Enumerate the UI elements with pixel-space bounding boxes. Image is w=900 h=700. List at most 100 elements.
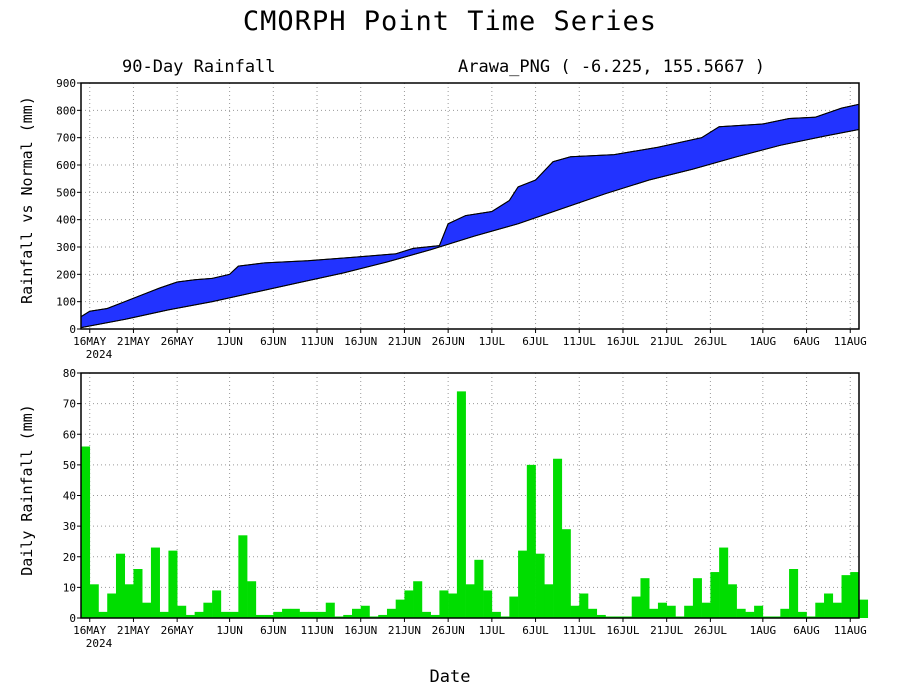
top-panel: 0 100 200 300 400 500 600 700 800 900 16MAY 21MAY 26… xyxy=(56,77,867,361)
daily-rainfall-bar xyxy=(238,535,248,618)
daily-rainfall-bar xyxy=(614,616,624,618)
daily-rainfall-bar xyxy=(124,584,134,618)
daily-rainfall-bar xyxy=(142,602,152,618)
daily-rainfall-bar xyxy=(255,614,265,618)
daily-rainfall-bar xyxy=(159,611,169,619)
y-tick-label: 80 xyxy=(63,367,76,380)
x-tick-label: 16MAY xyxy=(73,335,106,348)
x-tick-label: 21JUL xyxy=(650,624,683,637)
x-tick-label: 6JUN xyxy=(260,624,287,637)
y-tick-label: 300 xyxy=(56,241,76,254)
x-tick-label: 6JUL xyxy=(522,335,549,348)
x-tick-label: 11AUG xyxy=(834,624,867,637)
daily-rainfall-bar xyxy=(518,550,528,619)
daily-rainfall-bar xyxy=(386,608,396,618)
daily-rainfall-bar xyxy=(631,596,641,618)
daily-rainfall-bar xyxy=(439,590,449,618)
daily-rainfall-bar xyxy=(194,611,204,619)
x-tick-label: 6JUL xyxy=(522,624,549,637)
daily-rainfall-bar xyxy=(448,593,458,618)
x-tick-label: 11AUG xyxy=(834,335,867,348)
daily-rainfall-bar xyxy=(815,602,825,618)
top-panel-subtitle-left: 90-Day Rainfall xyxy=(122,57,276,77)
daily-rainfall-bar xyxy=(745,611,755,619)
x-tick-label: 6AUG xyxy=(793,624,820,637)
daily-rainfall-bar xyxy=(133,569,143,618)
daily-rainfall-bar xyxy=(168,550,178,619)
x-tick-label: 16JUL xyxy=(606,624,639,637)
y-tick-label: 0 xyxy=(69,323,76,336)
daily-rainfall-bar xyxy=(264,614,274,618)
daily-rainfall-bar xyxy=(483,590,493,618)
daily-rainfall-bar xyxy=(553,458,563,618)
daily-rainfall-bar xyxy=(762,616,772,618)
daily-rainfall-bar xyxy=(797,611,807,619)
y-tick-label: 20 xyxy=(63,551,76,564)
daily-rainfall-bar xyxy=(535,553,545,618)
x-tick-label: 21MAY xyxy=(117,335,150,348)
daily-rainfall-bar xyxy=(229,611,239,619)
daily-rainfall-bar xyxy=(605,616,615,618)
y-tick-label: 0 xyxy=(69,612,76,625)
x-tick-label: 6JUN xyxy=(260,335,287,348)
y-tick-label: 800 xyxy=(56,104,76,117)
x-tick-year: 2024 xyxy=(86,348,113,361)
plot-frame xyxy=(80,82,860,330)
y-tick-label: 200 xyxy=(56,268,76,281)
daily-rainfall-bar xyxy=(273,611,283,619)
daily-rainfall-bar xyxy=(692,578,702,618)
daily-rainfall-bar xyxy=(526,464,536,619)
x-tick-label: 21JUN xyxy=(388,335,421,348)
x-tick-label: 1JUN xyxy=(216,624,243,637)
x-tick-label: 21MAY xyxy=(117,624,150,637)
daily-rainfall-bar xyxy=(859,599,869,619)
x-tick-label: 16JUL xyxy=(606,335,639,348)
daily-rainfall-bar xyxy=(369,616,379,618)
daily-rainfall-bar xyxy=(177,605,187,618)
daily-rainfall-bar xyxy=(841,575,851,619)
top-panel-ylabel: Rainfall vs Normal (mm) xyxy=(18,96,36,304)
daily-rainfall-bar xyxy=(351,608,362,618)
daily-rainfall-bar xyxy=(456,391,466,619)
x-tick-label: 1AUG xyxy=(750,335,777,348)
y-tick-label: 700 xyxy=(56,132,76,145)
x-tick-label: 26MAY xyxy=(161,335,194,348)
daily-rainfall-bar xyxy=(185,614,195,618)
y-tick-label: 70 xyxy=(63,398,76,411)
y-tick-label: 400 xyxy=(56,214,76,227)
daily-rainfall-bar xyxy=(220,611,230,619)
daily-rainfall-bar xyxy=(544,584,554,618)
daily-rainfall-bar xyxy=(649,608,659,618)
daily-rainfall-bar xyxy=(719,547,729,618)
x-tick-label: 11JUN xyxy=(300,335,333,348)
daily-rainfall-bar xyxy=(360,605,370,618)
x-tick-label: 1JUL xyxy=(479,624,506,637)
x-tick-year: 2024 xyxy=(86,637,113,650)
daily-rainfall-bar xyxy=(509,596,519,618)
daily-rainfall-bar xyxy=(596,614,606,618)
daily-rainfall-bar xyxy=(588,608,598,618)
daily-rainfall-bar xyxy=(308,611,318,619)
daily-rainfall-bar xyxy=(754,605,764,618)
y-tick-label: 500 xyxy=(56,186,76,199)
y-tick-label: 30 xyxy=(63,520,76,533)
bottom-panel-ylabel: Daily Rainfall (mm) xyxy=(18,404,36,576)
daily-rainfall-bar xyxy=(89,584,99,618)
x-tick-label: 26JUL xyxy=(694,335,727,348)
x-tick-label: 11JUL xyxy=(563,624,596,637)
x-tick-label: 1AUG xyxy=(750,624,777,637)
x-tick-label: 26JUN xyxy=(432,624,465,637)
y-tick-label: 100 xyxy=(56,296,76,309)
daily-rainfall-bar xyxy=(212,590,222,618)
x-tick-label: 26JUL xyxy=(694,624,727,637)
daily-rainfall-bar xyxy=(789,569,799,618)
x-axis-label: Date xyxy=(430,667,471,687)
daily-rainfall-bar xyxy=(404,590,414,618)
daily-rainfall-bar xyxy=(203,602,213,618)
daily-rainfall-bar xyxy=(675,616,685,618)
bottom-panel: 0 10 20 30 40 50 60 70 80 16MAY 21MAY 26MAY 1JUN 6JUN… xyxy=(63,367,869,650)
x-tick-label: 1JUN xyxy=(216,335,243,348)
daily-rainfall-bar xyxy=(334,616,344,618)
daily-rainfall-bar xyxy=(413,581,423,618)
